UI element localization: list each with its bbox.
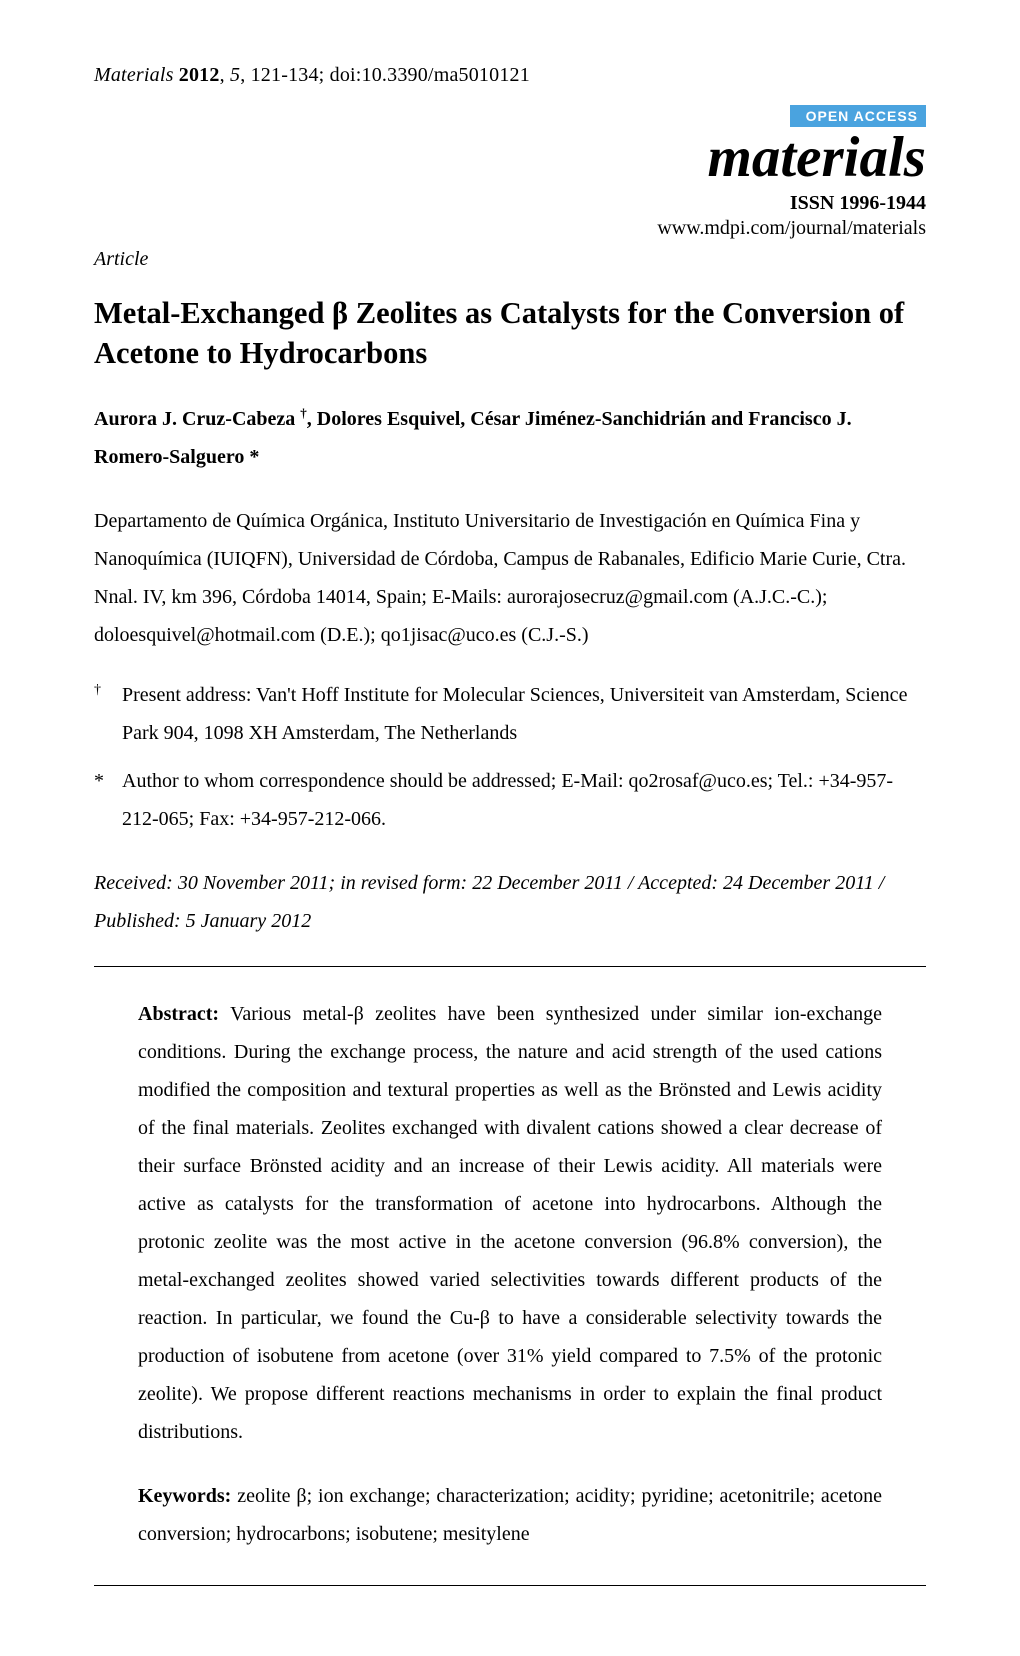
open-access-badge: OPEN ACCESS [790, 105, 926, 127]
keywords: Keywords: zeolite β; ion exchange; chara… [138, 1477, 882, 1553]
footnote-corresponding: * Author to whom correspondence should b… [94, 762, 926, 838]
header-year: 2012 [179, 64, 220, 86]
authors-text: Aurora J. Cruz-Cabeza †, Dolores Esquive… [94, 408, 852, 468]
header-pages-doi: , 121-134; doi:10.3390/ma5010121 [240, 64, 530, 86]
abstract: Abstract: Various metal-β zeolites have … [138, 995, 882, 1451]
keywords-text: zeolite β; ion exchange; characterizatio… [138, 1485, 882, 1545]
abstract-text: Various metal-β zeolites have been synth… [138, 1003, 882, 1443]
page: Materials 2012, 5, 121-134; doi:10.3390/… [0, 0, 1020, 1656]
article-title: Metal-Exchanged β Zeolites as Catalysts … [94, 293, 926, 374]
keywords-label: Keywords: [138, 1485, 231, 1507]
footnote-present-address: † Present address: Van't Hoff Institute … [94, 676, 926, 752]
rule-top [94, 966, 926, 967]
article-dates: Received: 30 November 2011; in revised f… [94, 864, 926, 940]
abstract-label: Abstract: [138, 1003, 219, 1025]
journal-logo-text: materials [94, 129, 926, 186]
footnotes: † Present address: Van't Hoff Institute … [94, 676, 926, 838]
affiliation-block: Departamento de Química Orgánica, Instit… [94, 502, 926, 654]
journal-url: www.mdpi.com/journal/materials [94, 217, 926, 240]
header-sep1: , [220, 64, 230, 86]
footnote-marker-star: * [94, 762, 108, 838]
footnote-body-dagger: Present address: Van't Hoff Institute fo… [122, 676, 926, 752]
header-volume: 5 [230, 64, 240, 86]
issn: ISSN 1996-1944 [94, 192, 926, 215]
running-header: Materials 2012, 5, 121-134; doi:10.3390/… [94, 64, 926, 87]
journal-logo-block: OPEN ACCESS materials ISSN 1996-1944 www… [94, 105, 926, 240]
footnote-body-star: Author to whom correspondence should be … [122, 762, 926, 838]
open-access-row: OPEN ACCESS [790, 105, 926, 127]
author-list: Aurora J. Cruz-Cabeza †, Dolores Esquive… [94, 400, 926, 476]
rule-bottom [94, 1585, 926, 1586]
article-type: Article [94, 248, 926, 271]
header-journal: Materials [94, 64, 174, 86]
footnote-marker-dagger: † [94, 676, 108, 752]
